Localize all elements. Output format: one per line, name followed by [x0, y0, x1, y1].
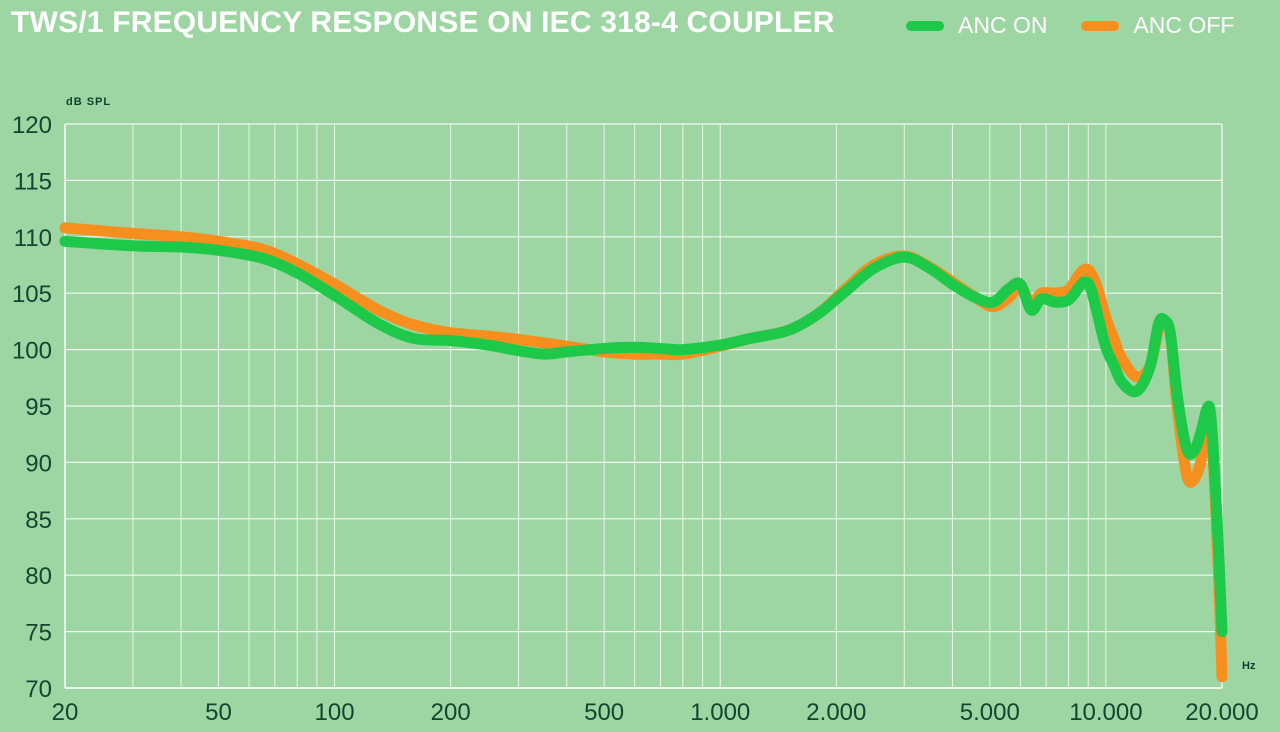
y-tick-label-105: 105: [12, 281, 52, 308]
x-tick-label-20000: 20.000: [1185, 699, 1258, 726]
y-axis-label: dB SPL: [66, 96, 111, 108]
y-tick-label-120: 120: [12, 112, 52, 139]
legend-item-anc-on: ANC ON: [906, 12, 1047, 39]
x-tick-label-1000: 1.000: [690, 699, 750, 726]
y-tick-label-80: 80: [25, 563, 52, 590]
x-tick-label-2000: 2.000: [806, 699, 866, 726]
grid-major: [65, 123, 1222, 689]
y-tick-label-110: 110: [14, 225, 52, 252]
x-axis-label: Hz: [1242, 660, 1256, 672]
legend-label-anc-on: ANC ON: [958, 12, 1048, 38]
legend-label-anc-off: ANC OFF: [1133, 12, 1235, 38]
x-tick-label-500: 500: [584, 699, 624, 726]
chart-title: TWS/1 FREQUENCY RESPONSE ON IEC 318-4 CO…: [11, 6, 835, 39]
legend-swatch-anc-off: [1081, 20, 1120, 31]
x-tick-label-50: 50: [205, 699, 232, 726]
legend-swatch-anc-on: [906, 20, 944, 31]
series-line-anc-on: [59, 235, 1228, 638]
y-tick-label-85: 85: [25, 507, 52, 534]
series-layer: [59, 222, 1228, 683]
y-tick-label-90: 90: [25, 450, 52, 477]
y-tick-label-100: 100: [12, 338, 52, 365]
x-tick-label-5000: 5.000: [960, 699, 1020, 726]
x-tick-label-100: 100: [315, 699, 355, 726]
y-tick-label-95: 95: [25, 394, 52, 421]
y-tick-label-115: 115: [14, 168, 52, 195]
legend: ANC ON ANC OFF: [906, 12, 1234, 39]
x-tick-label-200: 200: [431, 699, 471, 726]
legend-item-anc-off: ANC OFF: [1081, 12, 1234, 39]
y-tick-label-75: 75: [25, 620, 52, 647]
x-tick-label-10000: 10.000: [1069, 699, 1142, 726]
tick-labels: 70 75 80 85 90 95 100 105 110 115 120 20 50 100 200 500…: [12, 112, 1259, 726]
y-tick-label-70: 70: [25, 676, 52, 703]
x-tick-label-20: 20: [52, 699, 79, 726]
